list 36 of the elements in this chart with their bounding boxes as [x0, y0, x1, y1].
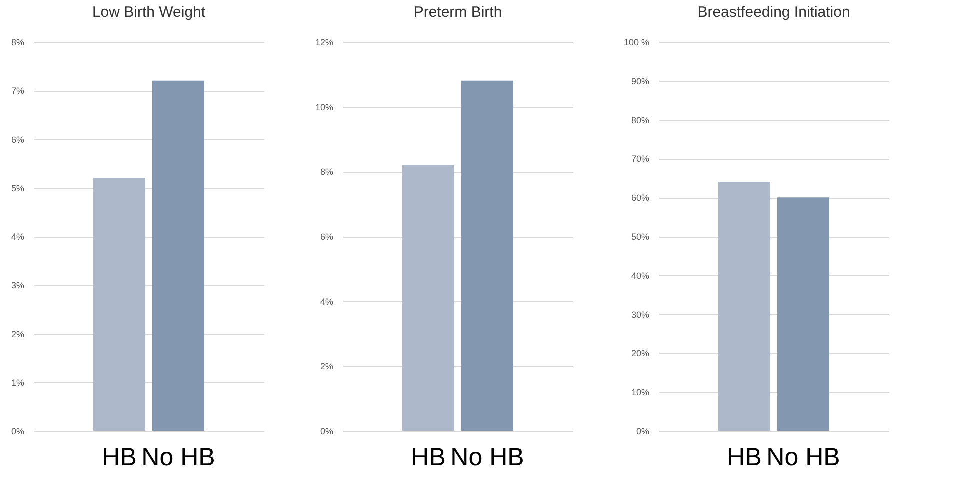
x-tick-label: HB — [727, 444, 762, 472]
y-tick-label: 0% — [11, 426, 24, 436]
y-tick-label: 100 % — [624, 38, 650, 48]
y-tick-label: 2% — [11, 329, 24, 340]
y-tick-label: 0% — [636, 426, 650, 436]
y-tick-label: 10% — [315, 102, 334, 112]
y-tick-label: 5% — [11, 183, 24, 194]
y-tick-label: 40% — [631, 270, 650, 281]
y-tick-label: 6% — [320, 232, 334, 242]
y-tick-label: 3% — [11, 280, 24, 291]
y-tick-label: 50% — [631, 232, 650, 242]
y-tick-label: 8% — [11, 38, 24, 48]
y-tick-label: 12% — [315, 38, 334, 48]
y-tick-label: 10% — [631, 388, 650, 398]
y-tick-label: 0% — [320, 426, 334, 436]
y-tick-label: 2% — [320, 362, 334, 372]
y-tick-label: 4% — [320, 296, 334, 307]
x-tick-label: No HB — [766, 444, 840, 472]
y-tick-label: 30% — [631, 310, 650, 320]
y-tick-label: 6% — [11, 134, 24, 145]
x-tick-label: HB — [411, 444, 446, 472]
y-tick-label: 20% — [631, 348, 650, 359]
chart-title: Preterm Birth — [414, 4, 502, 21]
y-tick-label: 60% — [631, 193, 650, 204]
x-tick-label: No HB — [450, 444, 524, 472]
x-tick-label: No HB — [142, 444, 216, 472]
y-tick-label: 4% — [11, 232, 24, 242]
y-tick-label: 7% — [11, 86, 24, 96]
y-tick-label: 90% — [631, 76, 650, 86]
y-tick-label: 1% — [11, 378, 24, 388]
y-tick-label: 80% — [631, 115, 650, 126]
chart-title: Breastfeeding Initiation — [698, 4, 850, 21]
y-tick-label: 70% — [631, 154, 650, 164]
y-tick-label: 8% — [320, 167, 334, 178]
x-tick-label: HB — [102, 444, 137, 472]
chart-title: Low Birth Weight — [92, 4, 206, 21]
